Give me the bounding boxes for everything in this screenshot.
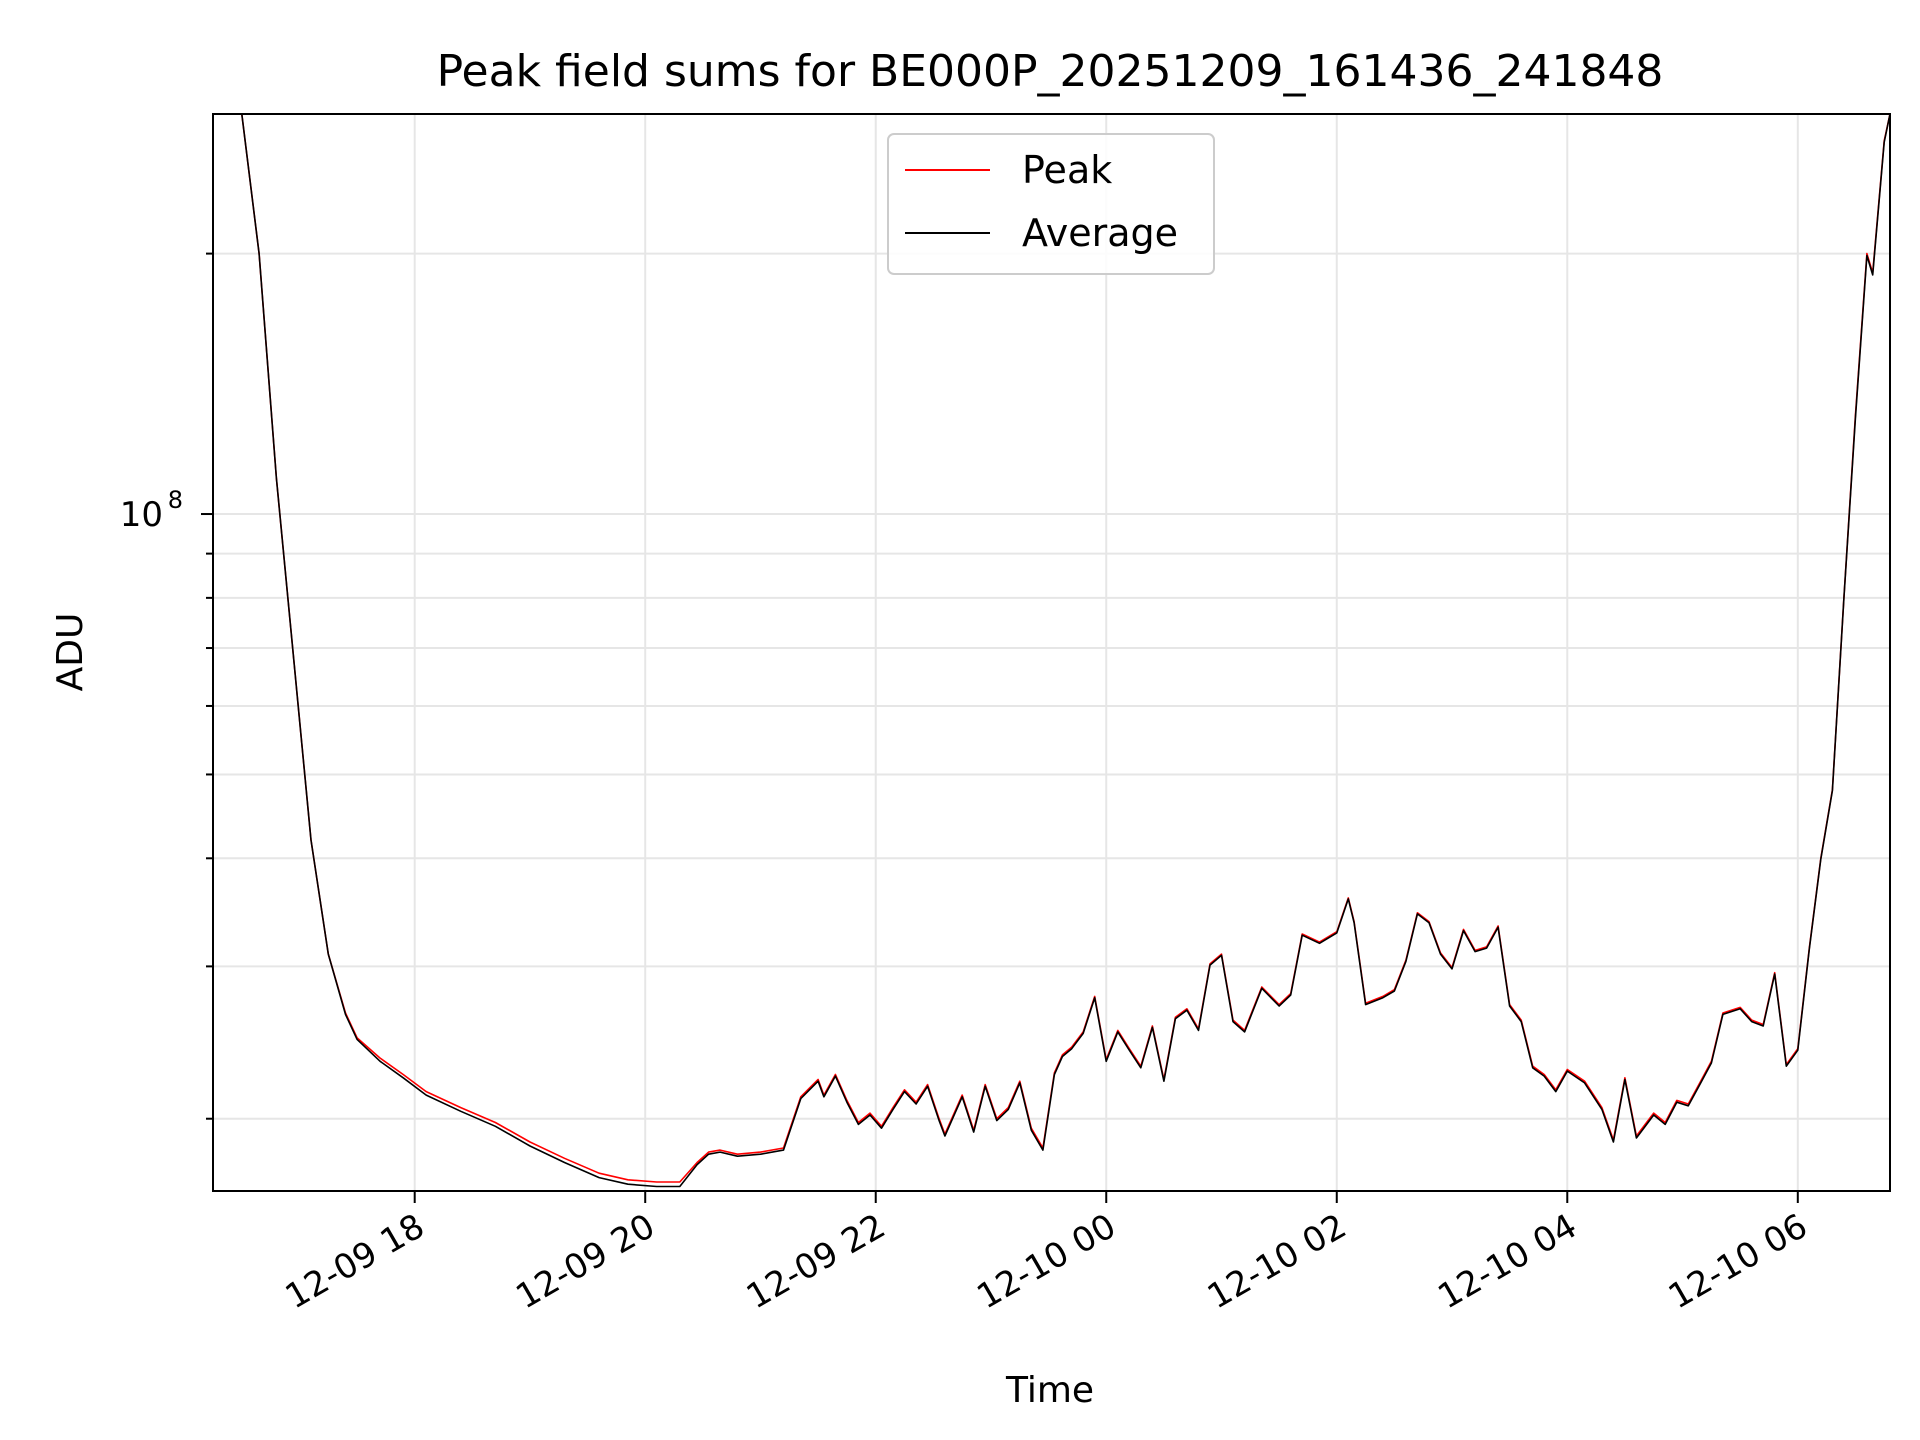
plot-area [213, 114, 1890, 1188]
plot-frame [212, 113, 1891, 1192]
legend: Peak Average [887, 133, 1215, 275]
y-tick-label-base: 10 [120, 495, 163, 535]
y-axis-label: ADU [50, 613, 91, 692]
series-layer [213, 114, 1890, 1188]
grid [213, 114, 1890, 1191]
legend-label-average: Average [1022, 211, 1178, 255]
series-line-peak [213, 114, 1890, 1183]
x-axis-label: Time [1005, 1370, 1094, 1411]
series-line-average [213, 114, 1890, 1188]
y-axis: 10 8 [120, 252, 213, 1120]
legend-label-peak: Peak [1022, 148, 1112, 192]
y-tick-label-exponent: 8 [168, 486, 183, 514]
chart-title: Peak field sums for BE000P_20251209_1614… [437, 46, 1664, 97]
